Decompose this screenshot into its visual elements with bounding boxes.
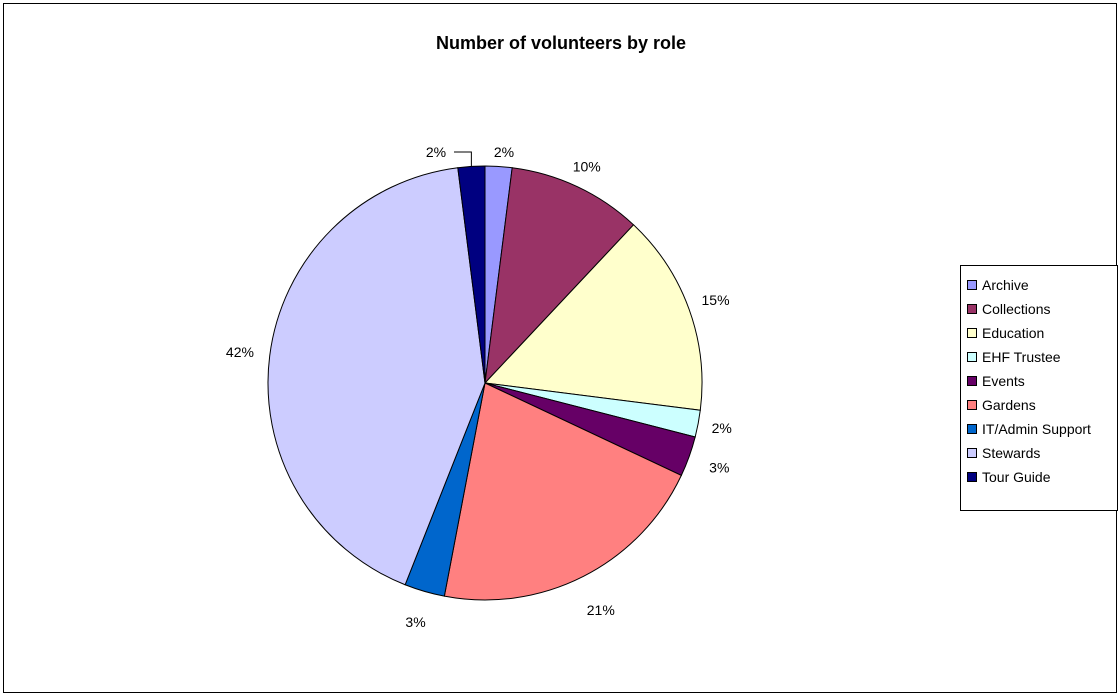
- legend-label: Events: [982, 373, 1025, 389]
- legend-label: IT/Admin Support: [982, 421, 1091, 437]
- legend-item: Tour Guide: [967, 465, 1117, 489]
- chart-legend: Archive Collections Education EHF Trustee Ev…: [960, 265, 1118, 511]
- legend-item: EHF Trustee: [967, 345, 1117, 369]
- legend-item: Events: [967, 369, 1117, 393]
- chart-title: Number of volunteers by role: [435, 33, 687, 53]
- pie-chart: 2% 10% 15% 2% 3% 21% 3% 42% 2%: [226, 144, 732, 630]
- pie-slice-collections: [484, 167, 635, 385]
- legend-swatch: [967, 400, 977, 410]
- legend-item: Education: [967, 321, 1117, 345]
- legend-label: Stewards: [982, 445, 1041, 461]
- chart-area: Number of volunteers by role 2% 10% 15% 2% 3…: [3, 3, 1118, 693]
- legend-swatch: [967, 376, 977, 386]
- legend-item: Gardens: [967, 393, 1117, 417]
- legend-item: Archive: [967, 273, 1117, 297]
- legend-label: Gardens: [982, 397, 1036, 413]
- legend-swatch: [967, 472, 977, 482]
- legend-swatch: [967, 448, 977, 458]
- pie-slice-stewards: [267, 167, 486, 586]
- pie-data-label: 10%: [573, 159, 601, 175]
- legend-item: Stewards: [967, 441, 1117, 465]
- legend-item: IT/Admin Support: [967, 417, 1117, 441]
- legend-item: Collections: [967, 297, 1117, 321]
- pie-data-label: 42%: [226, 344, 254, 360]
- pie-data-label: 3%: [709, 459, 729, 475]
- legend-swatch: [967, 352, 977, 362]
- leader-line: [453, 151, 472, 167]
- legend-label: Collections: [982, 301, 1051, 317]
- pie-slice-gardens: [443, 382, 683, 601]
- legend-swatch: [967, 304, 977, 314]
- pie-data-label: 2%: [426, 144, 446, 160]
- legend-swatch: [967, 280, 977, 290]
- legend-swatch: [967, 424, 977, 434]
- pie-data-label: 3%: [405, 614, 425, 630]
- pie-data-label: 21%: [587, 602, 615, 618]
- pie-data-label: 2%: [712, 420, 732, 436]
- pie-data-label: 2%: [494, 144, 514, 160]
- legend-label: Tour Guide: [982, 469, 1051, 485]
- pie-data-label: 15%: [702, 292, 730, 308]
- pie-slice-education: [483, 224, 703, 411]
- legend-label: Archive: [982, 277, 1029, 293]
- legend-swatch: [967, 328, 977, 338]
- legend-label: EHF Trustee: [982, 349, 1061, 365]
- legend-label: Education: [982, 325, 1045, 341]
